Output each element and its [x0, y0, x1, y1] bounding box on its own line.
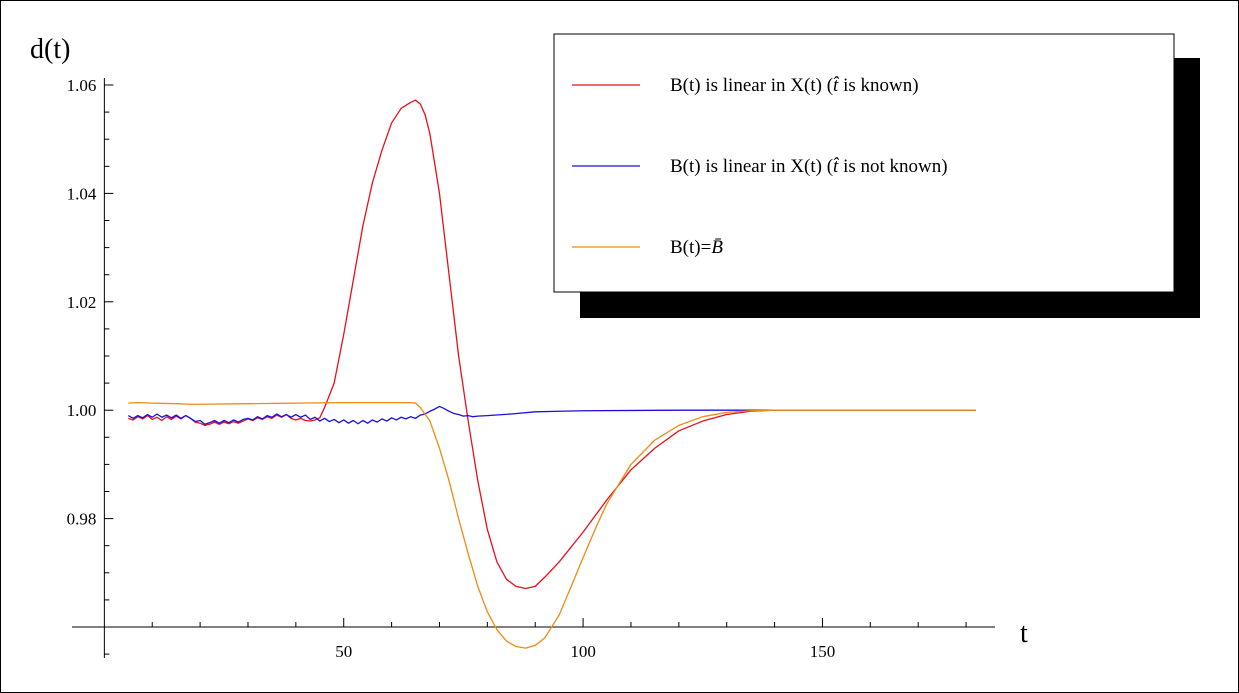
x-axis-label: t [1020, 618, 1028, 649]
legend-box [553, 33, 1175, 293]
y-tick-label: 1.04 [67, 184, 97, 203]
legend: B(t) is linear in X(t) (t̂ is known) B(t)… [553, 33, 1200, 318]
axes: 50 100 150 0.98 1.00 1.02 1.04 1.06 [67, 76, 995, 661]
x-tick-label: 150 [810, 642, 836, 661]
y-tick-label: 0.98 [67, 510, 97, 529]
y-tick-label: 1.02 [67, 293, 97, 312]
y-tick-label: 1.00 [67, 401, 97, 420]
series-line-3 [128, 401, 976, 649]
plot-lines [127, 99, 976, 649]
y-tick-label: 1.06 [67, 76, 97, 95]
series-line-2 [127, 405, 976, 425]
x-tick-label: 100 [570, 642, 596, 661]
legend-label-1: B(t) is linear in X(t) (t̂ is known) [670, 75, 919, 96]
legend-label-3: B(t)=B̄ [670, 237, 723, 258]
x-tick-label: 50 [335, 642, 352, 661]
y-axis-label: d(t) [30, 34, 70, 65]
legend-label-2: B(t) is linear in X(t) (t̂ is not known) [670, 156, 948, 177]
